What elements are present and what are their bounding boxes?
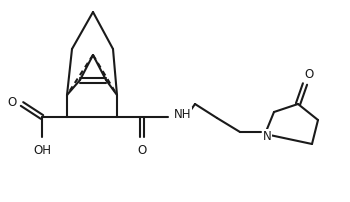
Text: N: N xyxy=(262,129,271,142)
Text: OH: OH xyxy=(33,144,51,158)
Text: NH: NH xyxy=(174,107,192,121)
Text: O: O xyxy=(7,96,17,108)
Text: O: O xyxy=(304,67,314,81)
Text: O: O xyxy=(137,144,147,158)
